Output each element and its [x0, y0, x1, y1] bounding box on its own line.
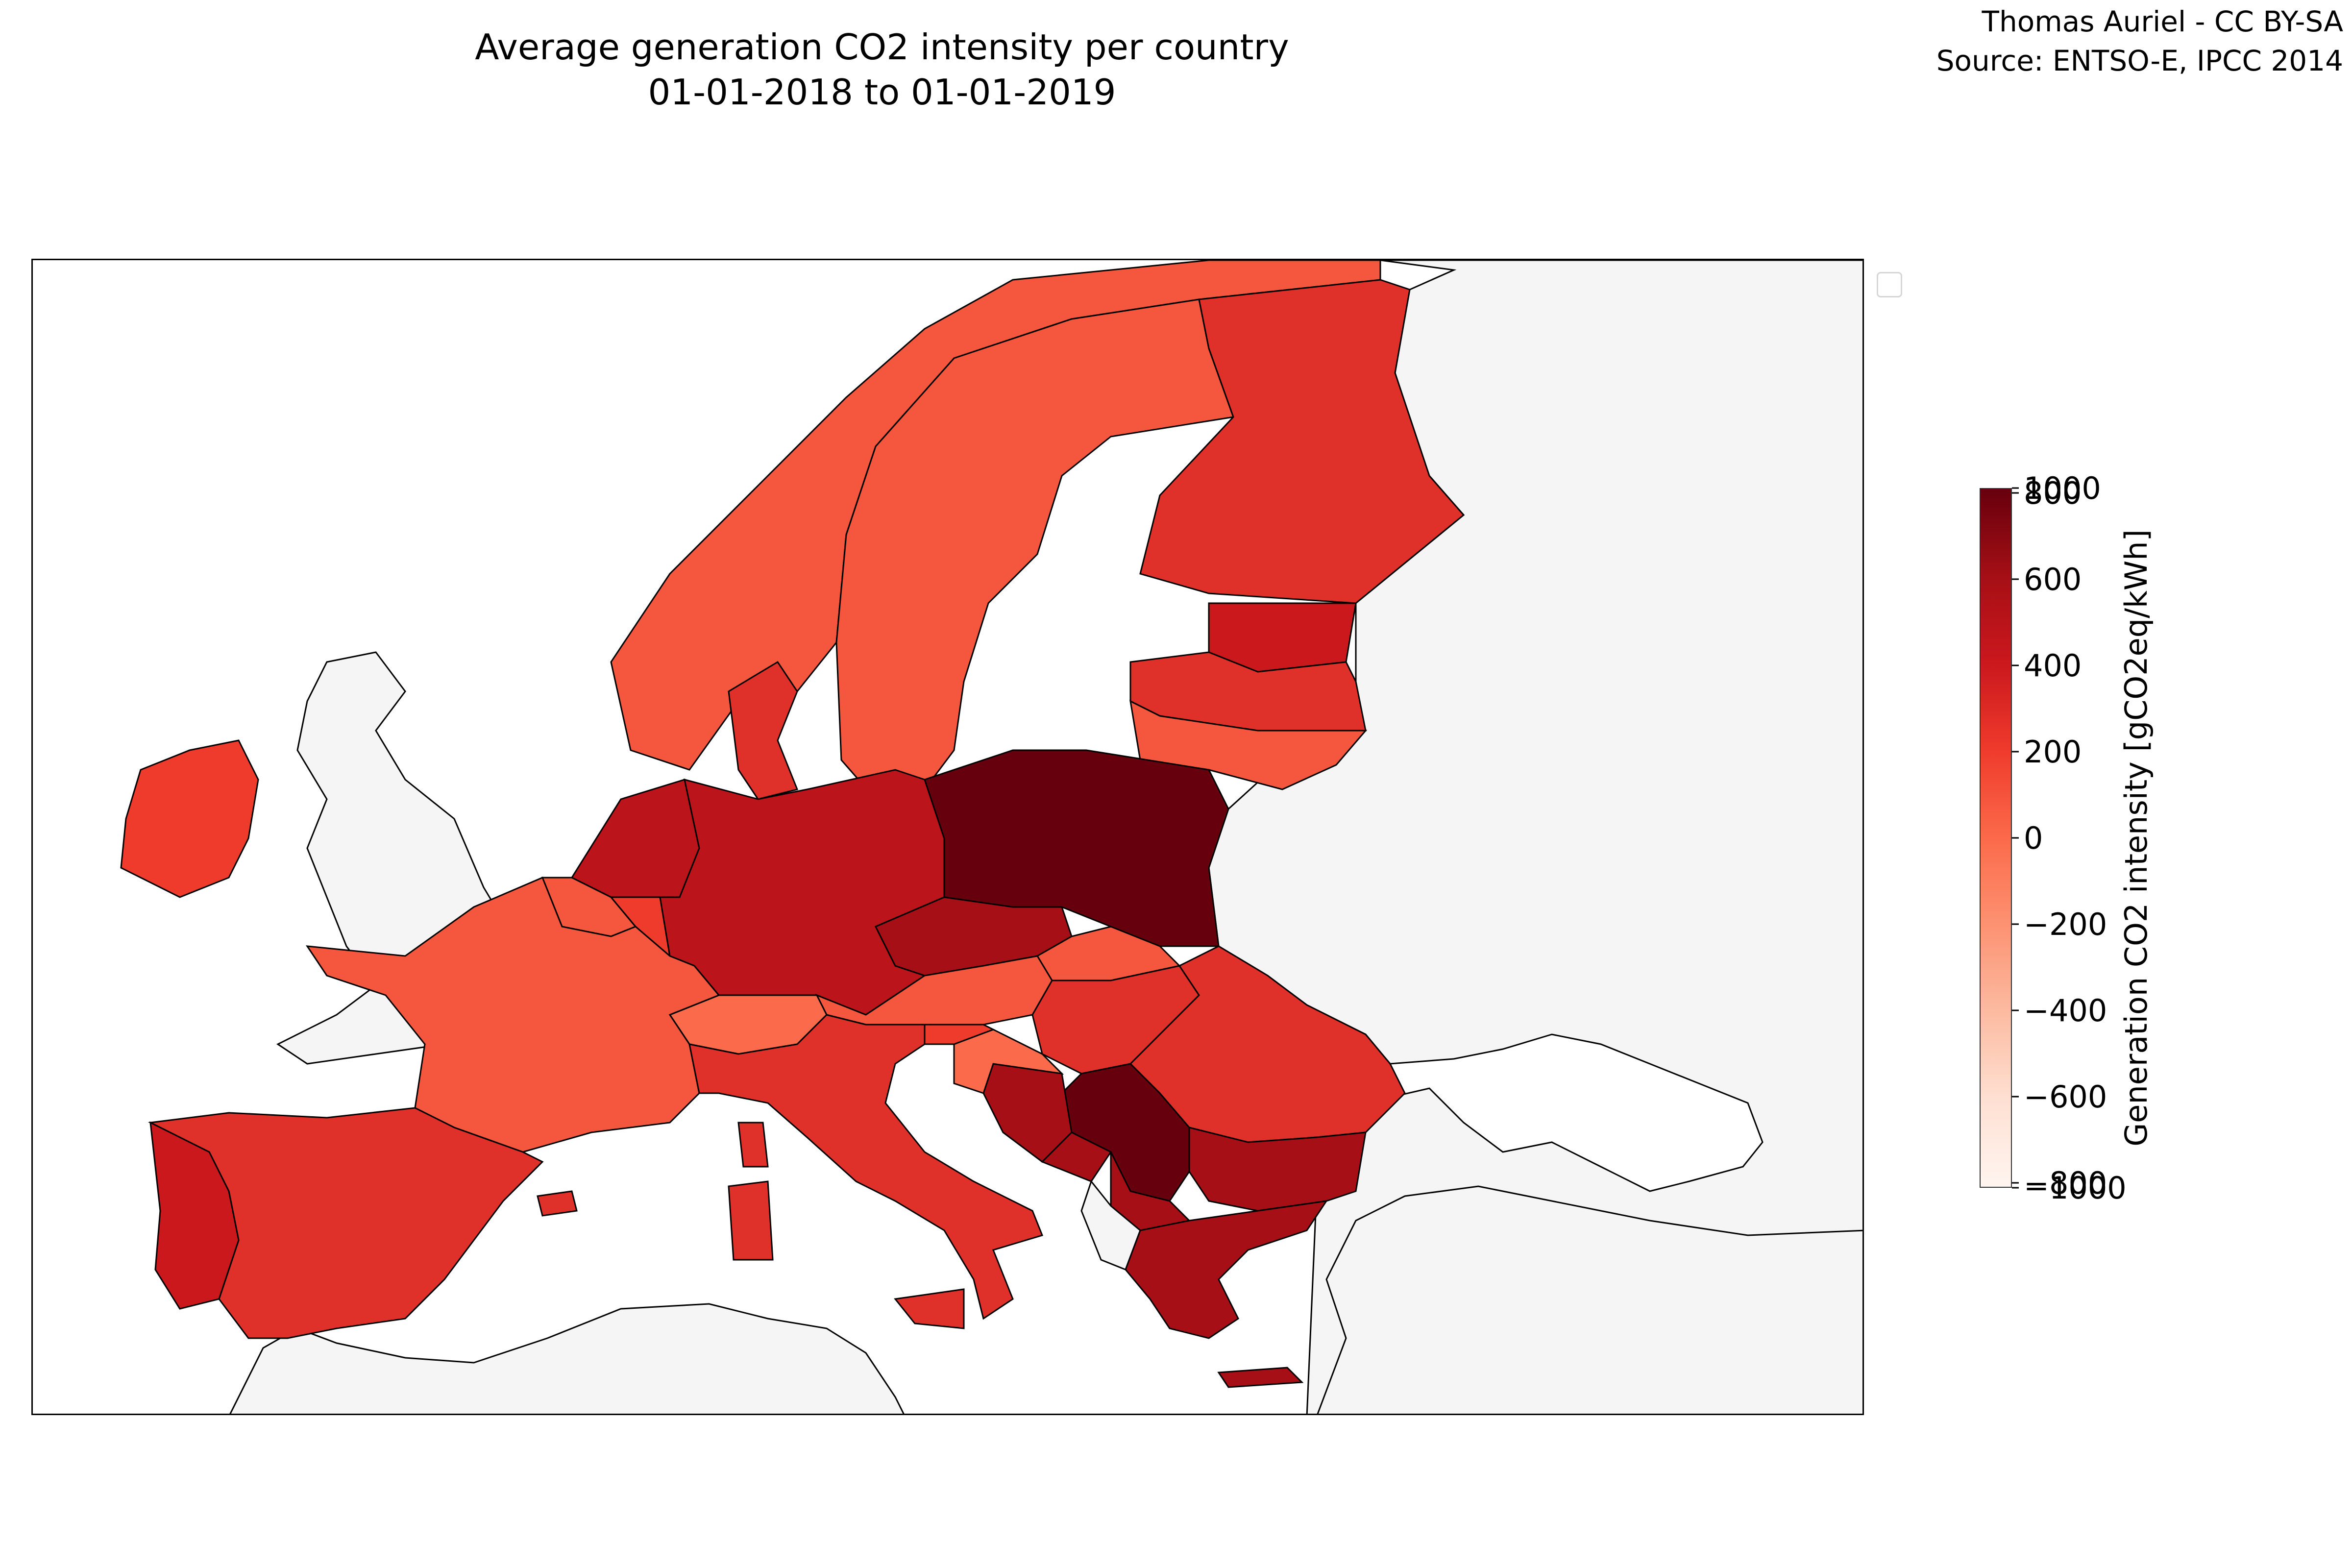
colorbar-tick-label-outer: 1000 — [2024, 470, 2101, 506]
colorbar-tick-label: −200 — [2024, 906, 2107, 942]
credit-source: Source: ENTSO-E, IPCC 2014 — [1936, 44, 2343, 77]
region-italy — [688, 1014, 1044, 1320]
colorbar-tick-label: −600 — [2024, 1079, 2107, 1115]
region-france — [305, 877, 720, 1153]
europe-map — [120, 260, 1862, 1414]
region-crete — [1217, 1367, 1304, 1388]
empty-legend-box — [1877, 272, 1902, 297]
region-balearic — [537, 1190, 578, 1217]
region-bulgaria — [1188, 1127, 1367, 1212]
colorbar-label: Generation CO2 intensity [gCO2eq/kWh] — [2118, 529, 2154, 1147]
region-ireland — [120, 739, 259, 898]
region-denmark — [728, 661, 799, 800]
region-croatia — [953, 1029, 1064, 1094]
colorbar-tick-label: −800 — [2024, 1165, 2107, 1201]
region-sardinia — [728, 1180, 774, 1261]
colorbar-tick-label: −400 — [2024, 993, 2107, 1029]
credit-text: Thomas Auriel - CC BY-SA Source: ENTSO-E… — [1936, 2, 2343, 80]
colorbar-tick-label: 800 — [2024, 475, 2082, 511]
credit-author: Thomas Auriel - CC BY-SA — [1982, 5, 2343, 38]
region-corsica — [737, 1122, 769, 1168]
colorbar-tick-label-outer: −1000 — [2024, 1170, 2127, 1206]
colorbar-tick-label: 400 — [2024, 648, 2082, 684]
chart-title-line-2: 01-01-2018 to 01-01-2019 — [648, 72, 1116, 113]
region-sicily — [894, 1288, 965, 1329]
region-turkey — [1317, 1185, 1862, 1414]
region-netherlands — [570, 779, 700, 898]
region-greece — [1125, 1200, 1328, 1339]
colorbar-tick-label: 200 — [2024, 734, 2082, 770]
region-portugal — [149, 1121, 240, 1310]
colorbar — [1980, 488, 2012, 1188]
colorbar-tick-label: 600 — [2024, 562, 2082, 597]
region-sweden — [835, 298, 1235, 800]
map-frame — [31, 259, 1864, 1415]
chart-title-line-1: Average generation CO2 intensity per cou… — [475, 26, 1289, 68]
chart-title: Average generation CO2 intensity per cou… — [0, 24, 1764, 115]
colorbar-tick-label: 0 — [2024, 820, 2043, 856]
